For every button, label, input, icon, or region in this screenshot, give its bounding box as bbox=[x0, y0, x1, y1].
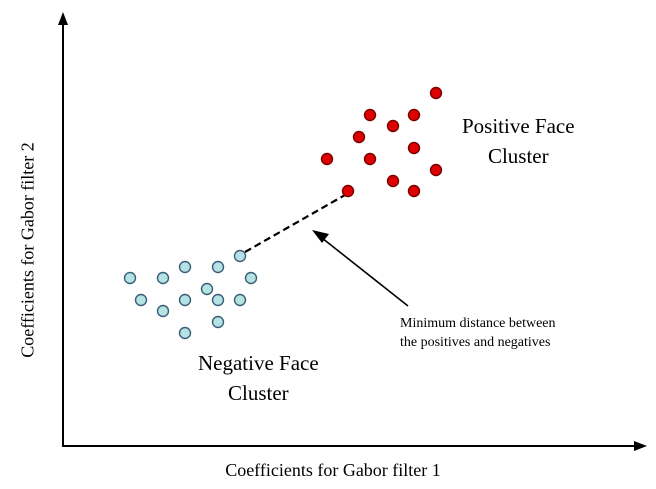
positive-cluster-label-line2: Cluster bbox=[487, 144, 549, 168]
negative-face-point bbox=[211, 260, 225, 274]
negative-cluster-label: Negative Face Cluster bbox=[198, 348, 319, 408]
negative-face-point bbox=[178, 293, 192, 307]
negative-face-point bbox=[178, 260, 192, 274]
negative-cluster-label-line2: Cluster bbox=[228, 381, 289, 405]
negative-face-point bbox=[211, 315, 225, 329]
negative-face-point bbox=[123, 271, 137, 285]
minimum-distance-line bbox=[244, 194, 346, 253]
annotation-arrowhead bbox=[312, 230, 329, 243]
positive-face-point bbox=[429, 86, 443, 100]
positive-face-point bbox=[352, 130, 366, 144]
positive-face-point bbox=[320, 152, 334, 166]
annotation-line1: Minimum distance between bbox=[400, 316, 556, 331]
negative-points-group bbox=[123, 249, 258, 340]
positive-face-point bbox=[341, 184, 355, 198]
negative-face-point bbox=[211, 293, 225, 307]
y-axis-arrowhead bbox=[58, 12, 68, 25]
negative-face-point bbox=[156, 304, 170, 318]
annotation-text: Minimum distance between the positives a… bbox=[400, 314, 556, 352]
negative-face-point bbox=[233, 293, 247, 307]
positive-face-point bbox=[386, 119, 400, 133]
annotation-arrow bbox=[321, 237, 409, 307]
positive-face-point bbox=[386, 174, 400, 188]
x-axis-label: Coefficients for Gabor filter 1 bbox=[225, 460, 441, 480]
positive-face-point bbox=[407, 184, 421, 198]
negative-face-point bbox=[244, 271, 258, 285]
positive-cluster-label: Positive Face Cluster bbox=[462, 111, 575, 171]
positive-face-point bbox=[363, 152, 377, 166]
negative-face-point bbox=[178, 326, 192, 340]
negative-face-point bbox=[200, 282, 214, 296]
positive-cluster-label-line1: Positive Face bbox=[462, 114, 575, 138]
annotation-line2: the positives and negatives bbox=[400, 335, 551, 350]
y-axis-label: Coefficients for Gabor filter 2 bbox=[17, 142, 38, 358]
negative-face-point bbox=[134, 293, 148, 307]
negative-cluster-label-line1: Negative Face bbox=[198, 351, 319, 375]
positive-points-group bbox=[320, 86, 443, 198]
positive-face-point bbox=[429, 163, 443, 177]
positive-face-point bbox=[407, 141, 421, 155]
negative-face-point bbox=[233, 249, 247, 263]
negative-face-point bbox=[156, 271, 170, 285]
positive-face-point bbox=[407, 108, 421, 122]
x-axis-arrowhead bbox=[634, 441, 647, 451]
positive-face-point bbox=[363, 108, 377, 122]
